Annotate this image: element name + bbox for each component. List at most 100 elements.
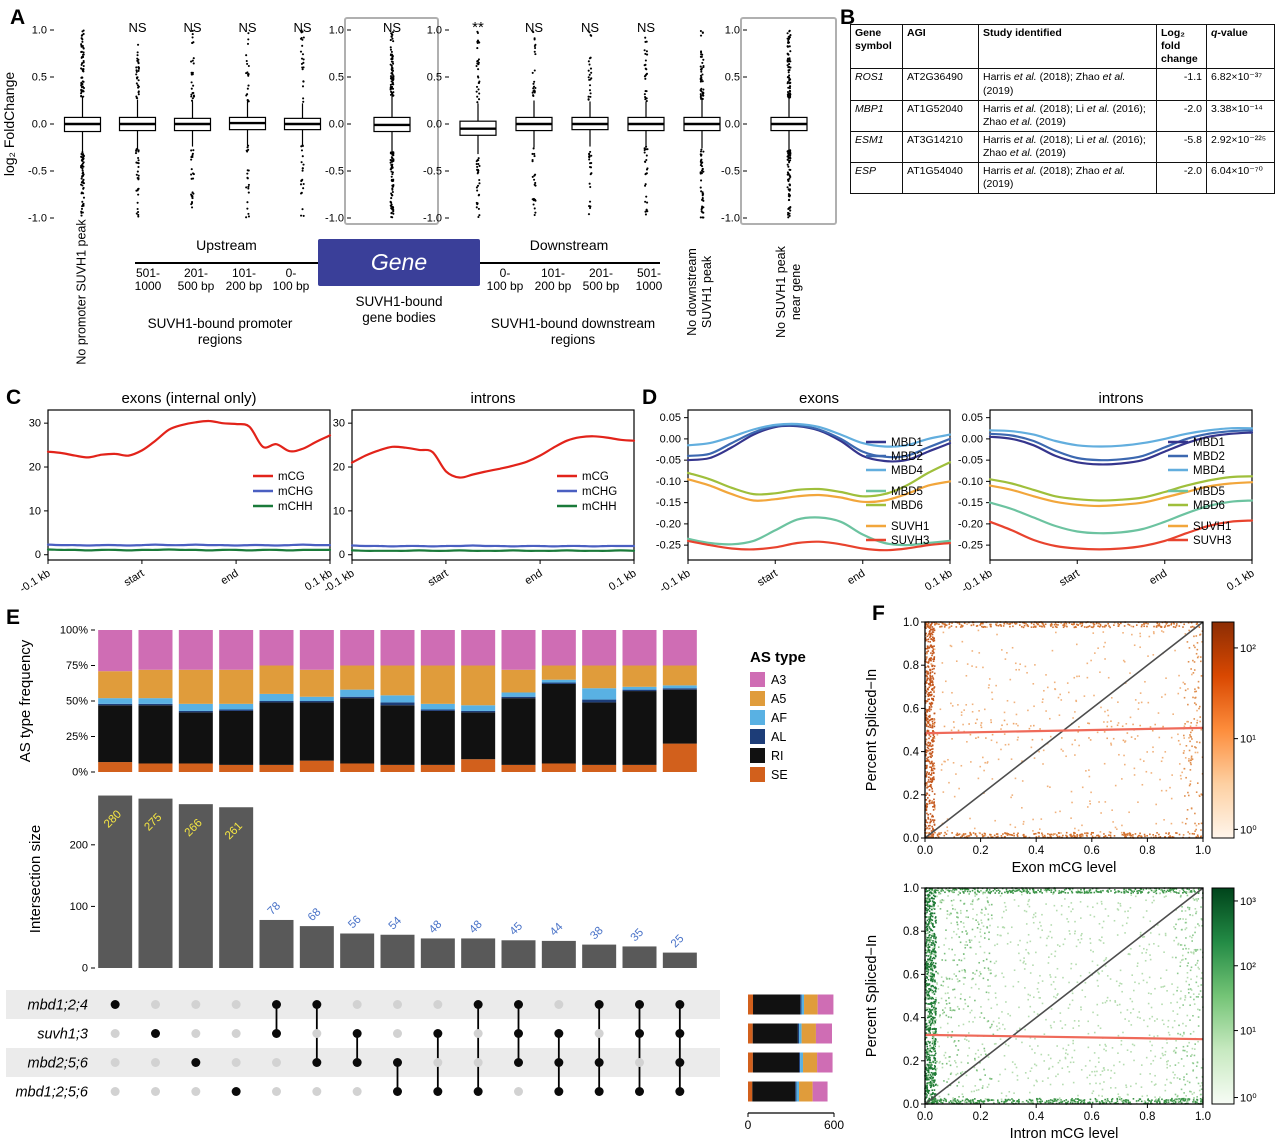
- set-name-label: mbd1;2;4: [28, 998, 88, 1014]
- series-line-SUVH1: [988, 481, 1254, 508]
- as-legend-label-SE: SE: [771, 768, 788, 782]
- density-point: [1180, 990, 1182, 993]
- freq-stack-segment-A5: [501, 669, 536, 693]
- density-point: [962, 891, 964, 893]
- density-point: [1033, 1011, 1036, 1013]
- density-point: [1190, 755, 1193, 758]
- density-point: [1053, 995, 1055, 998]
- density-point: [1090, 791, 1092, 794]
- density-point: [951, 737, 953, 740]
- density-point: [1131, 1043, 1134, 1046]
- density-point: [1031, 1048, 1033, 1051]
- density-point: [930, 964, 933, 966]
- density-point: [933, 937, 935, 939]
- freq-stack-segment-SE: [662, 743, 697, 772]
- density-point: [932, 1092, 934, 1094]
- density-point: [1150, 1100, 1152, 1103]
- density-point: [1054, 833, 1057, 835]
- deg-table: Gene symbol AGI Study identified Log₂ fold …: [850, 23, 1275, 195]
- density-point: [925, 1032, 928, 1034]
- density-point: [969, 903, 972, 905]
- density-point: [1137, 1099, 1140, 1102]
- density-point: [1095, 890, 1098, 892]
- outlier-dot: [300, 149, 304, 152]
- matrix-dot: [231, 1058, 241, 1067]
- density-point: [1033, 891, 1036, 894]
- density-point: [943, 944, 945, 946]
- density-point: [1198, 626, 1201, 628]
- outlier-dot: [389, 53, 393, 56]
- density-point: [931, 765, 934, 767]
- density-point: [1170, 736, 1173, 739]
- freq-stack-segment-SE: [501, 764, 536, 772]
- density-point: [933, 672, 936, 675]
- density-point: [927, 825, 930, 827]
- density-point: [926, 720, 929, 723]
- density-point: [1168, 889, 1171, 891]
- density-point: [930, 624, 932, 627]
- matrix-dot: [393, 1058, 402, 1067]
- density-point: [1108, 625, 1110, 627]
- density-point: [925, 907, 928, 910]
- density-point: [954, 888, 957, 890]
- density-point: [925, 774, 928, 776]
- density-point: [1048, 833, 1051, 836]
- density-point: [927, 745, 930, 747]
- density-point: [1032, 964, 1034, 966]
- density-point: [1077, 1094, 1079, 1097]
- density-point: [966, 740, 968, 743]
- density-point: [1186, 888, 1189, 890]
- density-point: [1197, 892, 1200, 895]
- outlier-dot: [589, 185, 592, 189]
- density-point: [1049, 717, 1051, 720]
- density-point: [933, 689, 935, 692]
- y-tick-label: 0.0: [725, 119, 740, 131]
- outlier-dot: [390, 72, 393, 75]
- density-point: [972, 1099, 974, 1102]
- density-point: [1092, 622, 1095, 625]
- outlier-dot: [137, 162, 140, 165]
- outlier-dot: [82, 90, 85, 93]
- density-point: [926, 693, 929, 696]
- outlier-dot: [136, 201, 139, 204]
- density-point: [1060, 913, 1063, 916]
- density-point: [1179, 961, 1182, 964]
- outlier-dot: [82, 32, 85, 35]
- density-point: [1064, 1057, 1067, 1060]
- density-point: [946, 1022, 949, 1025]
- density-point: [1192, 1030, 1195, 1033]
- density-point: [935, 941, 937, 944]
- density-point: [1050, 936, 1053, 939]
- density-point: [932, 997, 934, 1000]
- density-point: [1153, 942, 1155, 945]
- outlier-dot: [645, 195, 648, 198]
- density-point: [931, 628, 933, 631]
- density-point: [925, 804, 927, 807]
- density-point: [929, 1054, 931, 1057]
- density-point: [928, 737, 930, 740]
- density-point: [1078, 744, 1080, 747]
- density-point: [930, 962, 932, 965]
- density-point: [934, 895, 937, 898]
- outlier-dot: [82, 64, 85, 68]
- density-point: [948, 627, 950, 629]
- density-point: [995, 833, 998, 835]
- density-point: [927, 959, 929, 961]
- density-point: [1184, 1098, 1187, 1100]
- density-point: [1166, 889, 1169, 892]
- bar-value-label: 78: [266, 900, 284, 918]
- outlier-dot: [643, 151, 646, 154]
- density-point: [1104, 641, 1106, 644]
- density-point: [994, 888, 996, 891]
- density-point: [987, 1098, 990, 1101]
- density-point: [1066, 682, 1069, 684]
- density-point: [929, 668, 931, 671]
- density-point: [1115, 980, 1118, 983]
- outlier-dot: [477, 81, 480, 85]
- density-point: [996, 633, 998, 636]
- density-point: [932, 737, 934, 739]
- density-point: [931, 720, 934, 723]
- density-point: [1156, 1018, 1158, 1020]
- density-point: [1025, 910, 1028, 913]
- density-point: [1176, 832, 1178, 834]
